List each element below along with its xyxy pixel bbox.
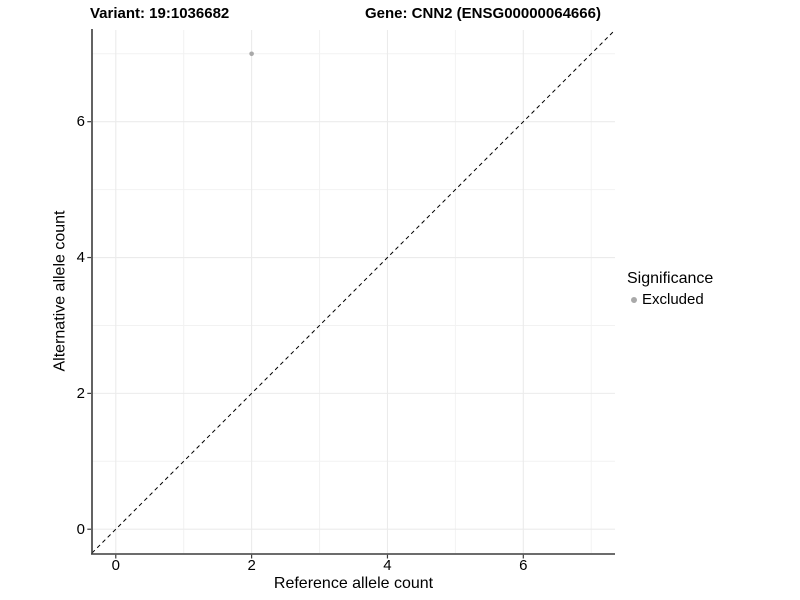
y-tick-label: 2 [76, 384, 85, 402]
legend-entries: Excluded [627, 290, 713, 309]
variant-title: Variant: 19:1036682 [90, 5, 230, 22]
legend-entry: Excluded [627, 290, 713, 309]
x-tick-label: 0 [111, 557, 120, 574]
x-tick-label: 6 [519, 557, 528, 574]
y-tick-label: 4 [76, 249, 85, 267]
data-point [249, 51, 254, 57]
legend-title: Significance [627, 270, 714, 287]
legend: Significance Excluded [627, 269, 713, 309]
x-axis-title: Reference allele count [273, 575, 434, 592]
y-axis-title: Alternative allele count [51, 210, 69, 372]
identity-line [91, 29, 616, 554]
x-tick-label: 4 [383, 557, 392, 574]
legend-entry-label: Excluded [642, 291, 704, 308]
x-tick-label: 2 [247, 557, 256, 574]
y-tick-label: 6 [76, 113, 85, 131]
gene-title: Gene: CNN2 (ENSG00000064666) [365, 5, 601, 22]
y-tick-label: 0 [76, 520, 85, 538]
legend-key-dot-icon [631, 296, 637, 303]
